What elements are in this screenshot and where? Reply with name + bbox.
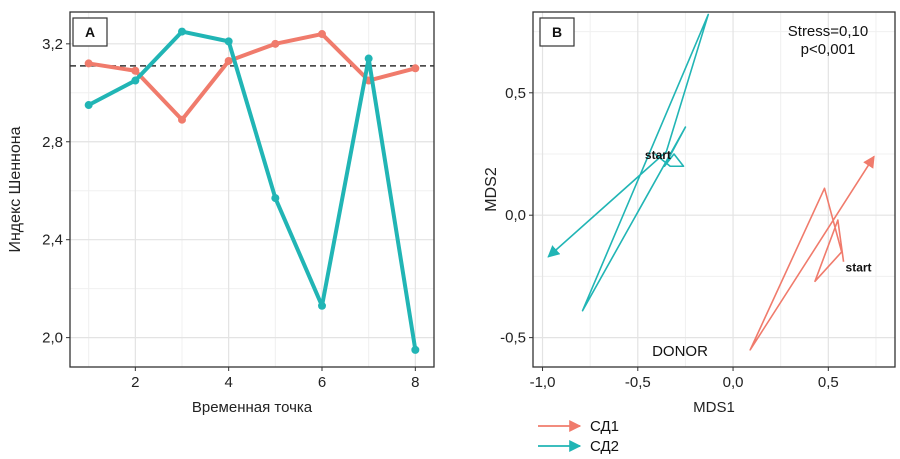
a-y-tick-label: 3,2 [42,36,63,53]
a-y-axis-label: Индекс Шеннона [7,126,24,252]
b-plot-border [532,11,896,368]
a-series-2-point [411,345,420,354]
a-panel: 2 4 6 8 2,0 2,4 2,8 3,2 A Временная точка Индекс Ш… [7,11,435,416]
b-y-tick-label: -0,5 [500,330,526,347]
b-trajectory-2 [547,13,710,312]
a-series-line-2 [87,29,418,351]
b-y-axis-label: MDS2 [483,167,500,212]
b-y-tick-label: 0,0 [505,207,526,224]
a-x-tick-label: 8 [411,374,419,391]
a-series-1-point [318,30,326,39]
a-series-2-point [131,76,140,85]
a-series-2-point [364,54,373,63]
b-x-tick-label: 0,0 [723,374,744,391]
legend-label-2: СД2 [590,438,619,455]
a-x-tick-label: 6 [318,374,326,391]
a-series-1-point [84,59,93,68]
a-x-tick-label: 4 [224,374,232,391]
a-series-line-1 [88,32,416,122]
a-series-2-point [271,194,280,203]
a-x-axis-label: Временная точка [192,399,313,416]
b-stress-annotation: Stress=0,10 [788,23,868,40]
a-series-2-point [178,27,186,36]
b-donor-annotation: DONOR [652,343,708,360]
a-plot-border [69,11,435,368]
a-panel-label-box [72,17,108,47]
a-series-1-point [178,115,186,124]
a-series-2-point [84,101,93,110]
b-panel: -1,0 -0,5 0,0 0,5 -0,5 0,0 0,5 start start B Stres… [483,11,896,455]
b-y-tick-label: 0,5 [505,85,526,102]
a-series-2-point [224,37,233,46]
a-y-tick-label: 2,4 [42,232,63,249]
b-pvalue-annotation: p<0,001 [801,41,856,58]
a-series-1-point [271,39,280,48]
b-x-tick-label: -0,5 [625,374,651,391]
a-series-1-point [131,66,140,75]
a-y-tick-label: 2,8 [42,134,63,151]
b-panel-label-box [539,17,575,47]
b-trajectory-1 [749,155,875,351]
a-x-tick-label: 2 [131,374,139,391]
b-x-axis-label: MDS1 [693,399,735,416]
b-x-tick-label: -1,0 [530,374,556,391]
b-start-label-1: start [846,261,872,275]
a-panel-label: A [85,24,95,40]
a-series-1-point [224,56,233,65]
b-start-label-2: start [645,148,671,162]
b-x-tick-label: 0,5 [818,374,839,391]
a-series-2-point [318,301,326,310]
legend-label-1: СД1 [590,418,619,435]
a-series-1-point [411,64,420,73]
a-y-tick-label: 2,0 [42,330,63,347]
b-panel-label: B [552,24,562,40]
